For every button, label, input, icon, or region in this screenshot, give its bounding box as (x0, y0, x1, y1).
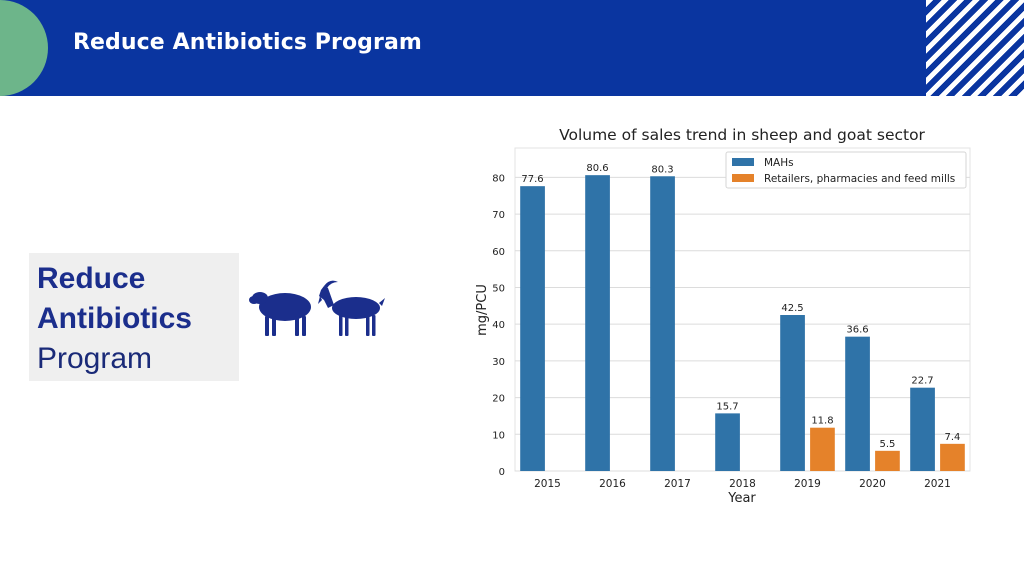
program-card-line2: Antibiotics (37, 302, 192, 335)
program-card-line3: Program (37, 342, 153, 375)
y-tick-label: 70 (492, 210, 505, 221)
bar-retailers-2020 (875, 450, 900, 471)
data-label: 7.4 (944, 432, 960, 443)
bar-mahs-2021 (910, 387, 935, 471)
chart-title: Volume of sales trend in sheep and goat … (559, 126, 925, 144)
bar-retailers-2019 (810, 427, 835, 471)
data-label: 15.7 (716, 401, 738, 412)
data-label: 80.3 (651, 164, 673, 175)
program-card: Reduce Antibiotics Program (29, 253, 239, 381)
bar-mahs-2015 (520, 186, 545, 471)
program-card-line1: Reduce (37, 262, 146, 295)
x-tick-label: 2016 (599, 478, 626, 490)
y-tick-label: 0 (499, 467, 505, 478)
page-title: Reduce Antibiotics Program (73, 30, 422, 55)
bar-mahs-2017 (650, 176, 675, 471)
plot-area (514, 147, 971, 472)
x-axis-label: Year (727, 491, 756, 506)
y-tick-label: 20 (492, 394, 505, 405)
bar-retailers-2021 (940, 443, 965, 471)
legend-label-retailers: Retailers, pharmacies and feed mills (764, 173, 955, 185)
legend-label-mahs: MAHs (764, 157, 794, 169)
data-label: 77.6 (521, 174, 543, 185)
bar-mahs-2018 (715, 413, 740, 471)
y-tick-label: 40 (492, 320, 505, 331)
y-axis-label: mg/PCU (475, 284, 490, 336)
x-tick-label: 2017 (664, 478, 691, 490)
data-label: 22.7 (911, 376, 933, 387)
data-label: 36.6 (846, 325, 868, 336)
sheep-icon (249, 292, 311, 336)
x-tick-label: 2018 (729, 478, 756, 490)
data-label: 11.8 (811, 416, 833, 427)
y-tick-label: 80 (492, 173, 505, 184)
data-label: 80.6 (586, 163, 608, 174)
legend-swatch-mahs (732, 158, 754, 166)
header-accent-circle (0, 0, 48, 96)
data-label: 42.5 (781, 303, 803, 314)
y-tick-label: 30 (492, 357, 505, 368)
x-tick-label: 2015 (534, 478, 561, 490)
sheep-and-goat-icon (249, 280, 385, 336)
y-tick-label: 50 (492, 283, 505, 294)
header-stripes-decoration (926, 0, 1024, 96)
header-bar: Reduce Antibiotics Program (0, 0, 1024, 96)
bar-mahs-2019 (780, 315, 805, 471)
legend-box (725, 151, 967, 189)
legend-swatch-retailers (732, 174, 754, 182)
goat-icon (318, 280, 385, 336)
x-tick-label: 2020 (859, 478, 886, 490)
bar-mahs-2016 (585, 175, 610, 471)
x-tick-label: 2019 (794, 478, 821, 490)
sales-trend-chart: Volume of sales trend in sheep and goat … (475, 126, 971, 506)
bar-mahs-2020 (845, 336, 870, 471)
x-tick-label: 2021 (924, 478, 951, 490)
data-label: 5.5 (879, 439, 895, 450)
y-tick-label: 60 (492, 247, 505, 258)
chart-legend: MAHs Retailers, pharmacies and feed mill… (725, 151, 967, 189)
y-tick-label: 10 (492, 430, 505, 441)
